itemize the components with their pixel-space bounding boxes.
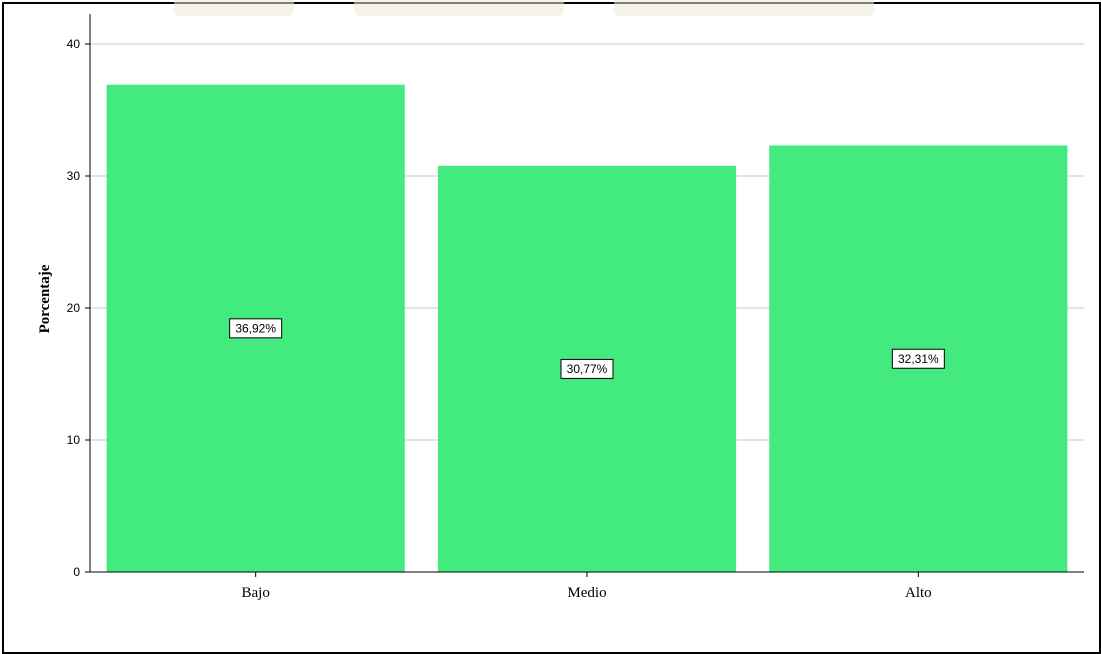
y-tick-label: 20 (67, 301, 81, 315)
data-label-box (560, 358, 614, 379)
label-layer: 0 10 20 30 40 Bajo 36,92% Medio 30,77% Alto 32,31% (67, 37, 945, 601)
data-label: 30,77% (567, 362, 608, 376)
y-tick-label: 10 (67, 433, 81, 447)
y-tick-label: 30 (67, 169, 81, 183)
x-tick-label: Alto (905, 585, 932, 601)
y-tick-label: 40 (67, 37, 81, 51)
bar-chart: 0 10 20 30 40 Bajo 36,92% Medio 30,77% Alto 32,31%… (37, 14, 1084, 601)
x-tick-label: Medio (567, 585, 606, 601)
watermark-shape (354, 0, 564, 16)
y-axis-title: Porcentaje (37, 264, 53, 333)
watermark-shape (174, 0, 294, 16)
data-label: 36,92% (235, 321, 276, 335)
data-label: 32,31% (898, 352, 939, 366)
data-label-box (229, 318, 283, 339)
axis-layer (85, 14, 1084, 577)
x-tick-label: Bajo (241, 585, 269, 601)
watermark-shape (614, 0, 874, 16)
data-label-box (891, 348, 945, 369)
y-tick-label: 0 (73, 565, 80, 579)
